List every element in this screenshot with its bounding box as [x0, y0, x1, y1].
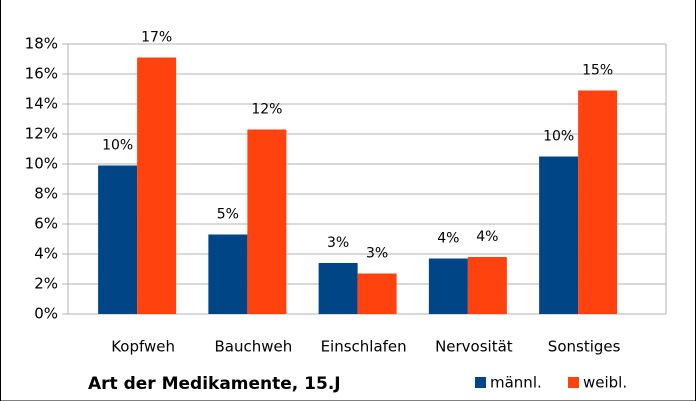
legend-swatch — [475, 377, 486, 388]
bar — [98, 165, 138, 314]
x-tick-label: Bauchweh — [215, 338, 293, 356]
value-label: 10% — [102, 138, 133, 154]
value-label: 17% — [141, 30, 172, 46]
value-label: 4% — [437, 231, 459, 247]
y-tick-label: 0% — [34, 305, 58, 323]
y-tick-label: 6% — [34, 215, 58, 233]
legend-swatch — [568, 377, 579, 388]
value-label: 15% — [582, 63, 613, 79]
y-tick-label: 2% — [34, 275, 58, 293]
bar — [357, 273, 397, 314]
y-tick-label: 10% — [25, 155, 58, 173]
value-label: 3% — [327, 235, 349, 251]
chart-title: Art der Medikamente, 15.J — [88, 374, 341, 394]
y-tick-label: 8% — [34, 185, 58, 203]
bar — [539, 156, 579, 314]
x-tick-label: Nervosität — [435, 338, 513, 356]
y-tick-label: 14% — [25, 95, 58, 113]
y-tick-label: 12% — [25, 125, 58, 143]
value-label: 5% — [217, 207, 239, 223]
bar — [137, 57, 177, 314]
x-tick-label: Einschlafen — [321, 338, 407, 356]
x-tick-label: Sonstiges — [548, 338, 621, 356]
value-label: 10% — [543, 129, 574, 145]
bar — [467, 257, 507, 314]
x-tick-label: Kopfweh — [111, 338, 175, 356]
bar — [578, 90, 618, 314]
bar — [428, 258, 468, 314]
y-tick-label: 4% — [34, 245, 58, 263]
y-tick-label: 16% — [25, 65, 58, 83]
bar — [318, 263, 358, 314]
legend-label: männl. — [490, 374, 542, 392]
value-label: 12% — [251, 102, 282, 118]
legend-label: weibl. — [583, 374, 627, 392]
bar — [208, 234, 248, 314]
bar — [247, 129, 287, 314]
y-tick-label: 18% — [25, 35, 58, 53]
value-label: 4% — [476, 229, 498, 245]
value-label: 3% — [366, 246, 388, 262]
